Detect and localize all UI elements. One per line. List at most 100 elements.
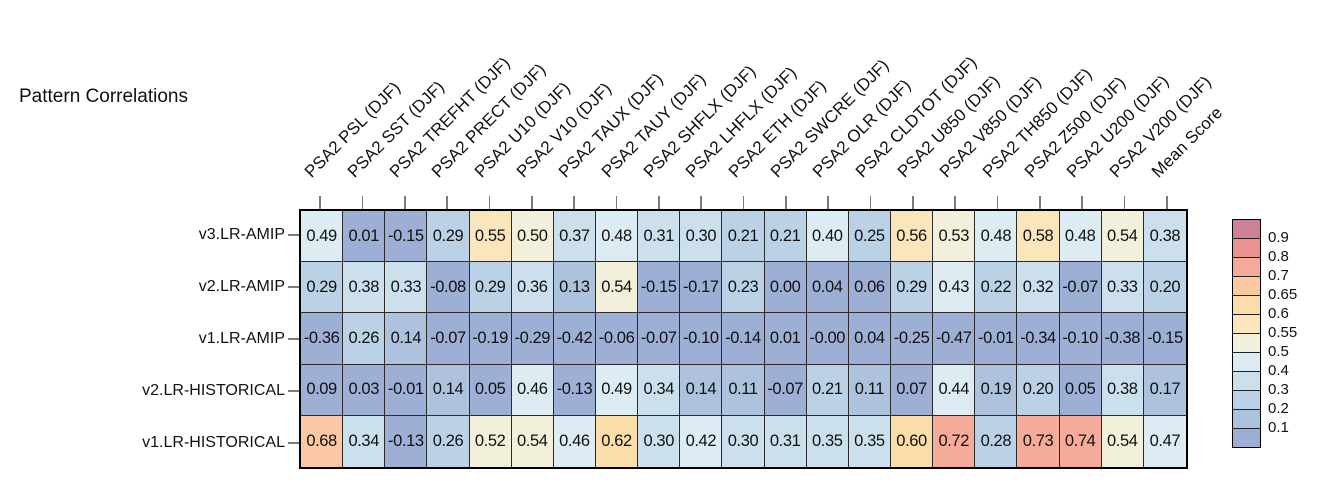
heatmap-cell: 0.48 (975, 211, 1018, 263)
heatmap-cell: 0.09 (301, 364, 344, 416)
colorbar-tick-label: 0.1 (1268, 419, 1289, 436)
heatmap-cell: 0.21 (806, 364, 849, 416)
heatmap-cell: 0.13 (553, 262, 596, 314)
colorbar (1232, 219, 1261, 448)
heatmap-cell: 0.38 (1101, 364, 1144, 416)
heatmap-grid: 0.49 0.01 -0.15 0.29 0.55 0.50 0.37 0.48 0.31 0.3… (299, 209, 1188, 469)
heatmap-cell: -0.13 (385, 415, 428, 467)
heatmap-cell: 0.72 (933, 415, 976, 467)
heatmap-cell: 0.29 (427, 211, 470, 263)
row-tick (288, 338, 299, 340)
heatmap-cell: -0.07 (427, 313, 470, 365)
heatmap-cell: 0.73 (1017, 415, 1060, 467)
colorbar-tick-label: 0.2 (1268, 400, 1289, 417)
colorbar-tick-label: 0.7 (1268, 267, 1289, 284)
heatmap-cell: 0.19 (975, 364, 1018, 416)
heatmap-cell: 0.54 (511, 415, 554, 467)
heatmap-cell: 0.14 (385, 313, 428, 365)
heatmap-cell: 0.48 (1059, 211, 1102, 263)
colorbar-band (1233, 315, 1260, 334)
heatmap-cell: 0.25 (848, 211, 891, 263)
colorbar-band (1233, 410, 1260, 429)
heatmap-cell: 0.29 (890, 262, 934, 314)
heatmap-cell: 0.34 (343, 415, 386, 467)
heatmap-cell: -0.07 (1059, 262, 1102, 314)
column-tick (912, 196, 914, 209)
colorbar-band (1233, 372, 1260, 391)
heatmap-cell: -0.25 (890, 313, 934, 365)
heatmap-cell: 0.62 (595, 415, 639, 467)
row-label: v1.LR-HISTORICAL (142, 434, 285, 451)
column-tick (700, 196, 702, 209)
column-tick (785, 196, 787, 209)
heatmap-cell: 0.04 (848, 313, 891, 365)
heatmap-cell: 0.01 (343, 211, 386, 263)
heatmap-cell: 0.46 (553, 415, 596, 467)
heatmap-cell: 0.05 (469, 364, 512, 416)
column-tick (361, 196, 364, 209)
heatmap-cell: 0.11 (722, 364, 765, 416)
column-tick (742, 196, 745, 209)
colorbar-tick-label: 0.9 (1268, 229, 1289, 246)
colorbar-band (1233, 391, 1260, 410)
column-tick (531, 196, 533, 209)
heatmap-cell: 0.54 (1101, 415, 1144, 467)
heatmap-cell: -0.10 (680, 313, 723, 365)
column-tick (404, 196, 406, 209)
heatmap-cell: 0.49 (301, 211, 344, 263)
heatmap-cell: 0.43 (933, 262, 976, 314)
chart-title: Pattern Correlations (19, 86, 188, 107)
heatmap-cell: -0.14 (722, 313, 765, 365)
heatmap-cell: 0.60 (890, 415, 934, 467)
column-tick (954, 196, 956, 209)
heatmap-cell: 0.30 (722, 415, 765, 467)
colorbar-band (1233, 277, 1260, 296)
column-tick (446, 196, 448, 209)
column-tick (1123, 196, 1126, 209)
heatmap-cell: 0.35 (806, 415, 849, 467)
heatmap-cell: 0.33 (385, 262, 428, 314)
heatmap-cell: 0.03 (343, 364, 386, 416)
colorbar-band (1233, 429, 1260, 447)
heatmap-cell: 0.58 (1017, 211, 1060, 263)
colorbar-band (1233, 239, 1260, 258)
colorbar-band (1233, 353, 1260, 372)
heatmap-cell: -0.19 (469, 313, 512, 365)
colorbar-tick-label: 0.6 (1268, 305, 1289, 322)
column-tick (827, 196, 829, 209)
column-tick (319, 196, 321, 209)
colorbar-tick-label: 0.55 (1268, 324, 1298, 341)
colorbar-tick-label: 0.3 (1268, 381, 1289, 398)
column-tick (996, 196, 999, 209)
heatmap-cell: 0.38 (1143, 211, 1186, 263)
heatmap-cell: -0.36 (301, 313, 344, 365)
heatmap-cell: 0.29 (301, 262, 344, 314)
colorbar-tick-label: 0.65 (1268, 286, 1298, 303)
heatmap-cell: 0.33 (1101, 262, 1144, 314)
row-label: v2.LR-HISTORICAL (142, 382, 285, 399)
column-tick (869, 196, 872, 209)
heatmap-cell: 0.30 (638, 415, 681, 467)
heatmap-cell: 0.23 (722, 262, 765, 314)
colorbar-band (1233, 220, 1260, 239)
heatmap-cell: 0.74 (1059, 415, 1102, 467)
heatmap-cell: -0.15 (385, 211, 428, 263)
row-tick (288, 234, 299, 236)
heatmap-cell: 0.38 (343, 262, 386, 314)
heatmap-cell: 0.11 (848, 364, 891, 416)
heatmap-cell: 0.31 (638, 211, 681, 263)
heatmap-cell: 0.37 (553, 211, 596, 263)
heatmap-cell: -0.29 (511, 313, 554, 365)
row-label: v1.LR-AMIP (198, 330, 285, 347)
heatmap-cell: 0.29 (469, 262, 512, 314)
heatmap-cell: 0.46 (511, 364, 554, 416)
heatmap-cell: 0.05 (1059, 364, 1102, 416)
heatmap-cell: -0.08 (427, 262, 470, 314)
heatmap-cell: 0.52 (469, 415, 512, 467)
colorbar-tick-label: 0.5 (1268, 343, 1289, 360)
heatmap-cell: 0.56 (890, 211, 934, 263)
heatmap-cell: -0.00 (806, 313, 849, 365)
heatmap-cell: 0.01 (764, 313, 807, 365)
column-tick (573, 196, 575, 209)
